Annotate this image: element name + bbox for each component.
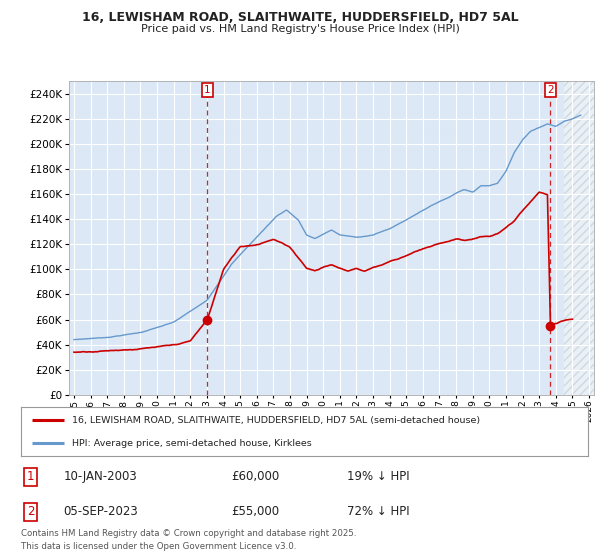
- Text: 2: 2: [26, 505, 34, 519]
- Text: 10-JAN-2003: 10-JAN-2003: [64, 470, 137, 483]
- Text: 16, LEWISHAM ROAD, SLAITHWAITE, HUDDERSFIELD, HD7 5AL (semi-detached house): 16, LEWISHAM ROAD, SLAITHWAITE, HUDDERSF…: [72, 416, 480, 425]
- Text: 2: 2: [547, 85, 554, 95]
- Text: 19% ↓ HPI: 19% ↓ HPI: [347, 470, 410, 483]
- Text: Price paid vs. HM Land Registry's House Price Index (HPI): Price paid vs. HM Land Registry's House …: [140, 24, 460, 34]
- Text: Contains HM Land Registry data © Crown copyright and database right 2025.
This d: Contains HM Land Registry data © Crown c…: [21, 529, 356, 550]
- Text: 1: 1: [26, 470, 34, 483]
- Text: 05-SEP-2023: 05-SEP-2023: [64, 505, 138, 519]
- Text: 72% ↓ HPI: 72% ↓ HPI: [347, 505, 410, 519]
- Text: £60,000: £60,000: [231, 470, 279, 483]
- Text: HPI: Average price, semi-detached house, Kirklees: HPI: Average price, semi-detached house,…: [72, 438, 312, 447]
- Text: 1: 1: [204, 85, 211, 95]
- Text: £55,000: £55,000: [231, 505, 279, 519]
- Text: 16, LEWISHAM ROAD, SLAITHWAITE, HUDDERSFIELD, HD7 5AL: 16, LEWISHAM ROAD, SLAITHWAITE, HUDDERSF…: [82, 11, 518, 24]
- Bar: [564, 81, 594, 395]
